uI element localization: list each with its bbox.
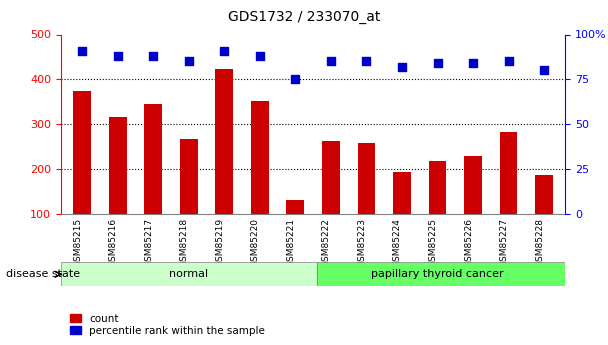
Bar: [286, 199, 304, 214]
Point: [503, 59, 513, 64]
Text: GSM85216: GSM85216: [109, 218, 118, 267]
Text: GSM85224: GSM85224: [393, 218, 402, 267]
Text: normal: normal: [169, 269, 209, 279]
Point: [219, 48, 229, 53]
Point: [255, 53, 264, 59]
Point: [291, 77, 300, 82]
Point: [113, 53, 123, 59]
Point: [397, 64, 407, 70]
Bar: [500, 132, 517, 214]
Point: [148, 53, 158, 59]
Text: GSM85225: GSM85225: [429, 218, 438, 267]
Text: GSM85215: GSM85215: [73, 218, 82, 267]
Bar: [73, 91, 91, 214]
Bar: [358, 142, 375, 214]
Point: [326, 59, 336, 64]
Text: GSM85217: GSM85217: [144, 218, 153, 267]
Text: disease state: disease state: [6, 269, 80, 279]
Text: GSM85221: GSM85221: [286, 218, 295, 267]
Point: [468, 60, 478, 66]
Point: [362, 59, 371, 64]
Bar: [429, 161, 446, 214]
Bar: [317, 262, 579, 286]
Text: GSM85226: GSM85226: [464, 218, 473, 267]
Text: GSM85223: GSM85223: [358, 218, 367, 267]
Bar: [464, 156, 482, 214]
Bar: [251, 101, 269, 214]
Bar: [322, 141, 340, 214]
Text: papillary thyroid cancer: papillary thyroid cancer: [371, 269, 504, 279]
Bar: [535, 175, 553, 214]
Bar: [215, 69, 233, 214]
Text: GSM85220: GSM85220: [251, 218, 260, 267]
Text: GSM85222: GSM85222: [322, 218, 331, 267]
Bar: [144, 104, 162, 214]
Point: [184, 59, 193, 64]
Point: [77, 48, 87, 53]
Bar: [109, 117, 126, 214]
Bar: [180, 139, 198, 214]
Text: GSM85227: GSM85227: [500, 218, 508, 267]
Point: [539, 68, 549, 73]
Bar: [393, 172, 411, 214]
Legend: count, percentile rank within the sample: count, percentile rank within the sample: [66, 309, 269, 340]
Point: [433, 60, 443, 66]
Text: GSM85228: GSM85228: [535, 218, 544, 267]
Text: GSM85218: GSM85218: [180, 218, 188, 267]
Bar: [61, 262, 317, 286]
Text: GDS1732 / 233070_at: GDS1732 / 233070_at: [228, 10, 380, 24]
Text: GSM85219: GSM85219: [215, 218, 224, 267]
